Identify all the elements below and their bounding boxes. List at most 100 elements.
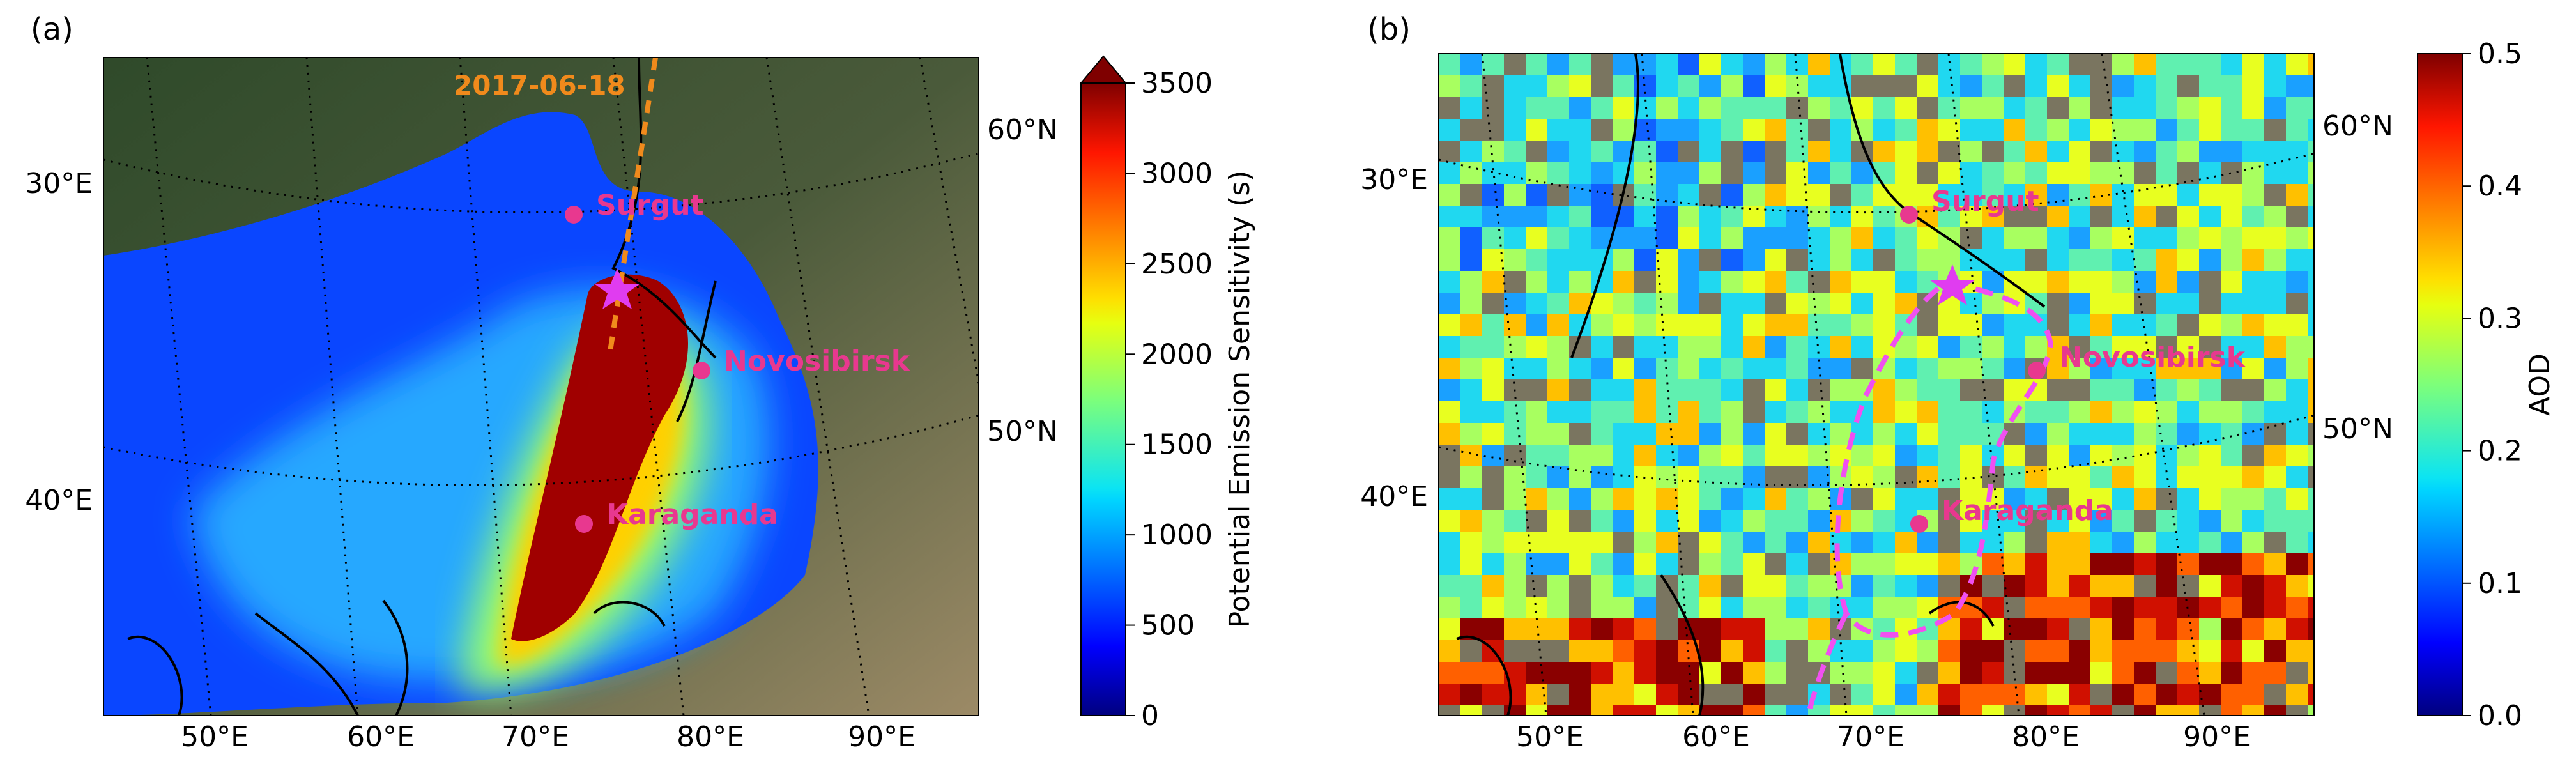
aod-cell (2090, 358, 2112, 379)
aod-cell (1569, 249, 1591, 271)
aod-cell (2264, 401, 2286, 423)
aod-cell (1765, 597, 1786, 618)
aod-cell (1678, 575, 1699, 597)
aod-cell (1439, 401, 1460, 423)
aod-cell (2242, 662, 2264, 684)
aod-cell (2308, 488, 2314, 510)
aod-cell (2069, 162, 2090, 184)
aod-cell (2286, 162, 2308, 184)
aod-cell (2156, 119, 2177, 141)
aod-cell (2134, 336, 2156, 358)
aod-cell (1721, 705, 1743, 716)
aod-cell (2134, 184, 2156, 206)
aod-cell (1613, 423, 1634, 445)
aod-cell (1830, 119, 1851, 141)
aod-cell (1873, 640, 1895, 662)
aod-cell (1569, 119, 1591, 141)
city-label-novosibirsk-b: Novosibirsk (2059, 341, 2246, 374)
aod-cell (2025, 423, 2047, 445)
aod-cell (2286, 184, 2308, 206)
aod-cell (1786, 532, 1808, 553)
trajectory-line (608, 57, 658, 352)
aod-cell (2156, 510, 2177, 532)
aod-cell (2221, 684, 2242, 705)
aod-cell (1960, 162, 1982, 184)
aod-cell (1656, 271, 1678, 293)
aod-cell (1895, 358, 1917, 379)
aod-cell (2134, 597, 2156, 618)
aod-cell (2025, 184, 2047, 206)
aod-cell (1830, 162, 1851, 184)
aod-cell (1699, 358, 1721, 379)
aod-cell (2004, 249, 2025, 271)
aod-cell (1873, 401, 1895, 423)
aod-cell (1482, 532, 1504, 553)
aod-cell (2112, 423, 2134, 445)
aod-cell (1721, 423, 1743, 445)
aod-cell (1569, 75, 1591, 97)
aod-cell (1439, 293, 1460, 314)
aod-cell (1982, 705, 2004, 716)
aod-cell (1504, 227, 1526, 249)
aod-cell (1613, 119, 1634, 141)
aod-cell (1569, 532, 1591, 553)
aod-cell (2069, 141, 2090, 162)
aod-cell (2221, 466, 2242, 488)
aod-cell (1482, 336, 1504, 358)
aod-cell (2156, 640, 2177, 662)
aod-cell (1547, 401, 1569, 423)
aod-cell (1460, 249, 1482, 271)
aod-cell (1830, 510, 1851, 532)
aod-cell (2242, 401, 2264, 423)
colorbar-a: 0 500 1000 1500 2000 2500 3000 3500 Potential E… (1079, 55, 1256, 732)
aod-cell (1786, 705, 1808, 716)
aod-cell (1721, 379, 1743, 401)
aod-cell (1895, 227, 1917, 249)
aod-cell (1873, 336, 1895, 358)
lon-label-70-b: 70°E (1837, 721, 1905, 753)
aod-cell (2004, 575, 2025, 597)
aod-cell (1895, 162, 1917, 184)
aod-cell (1547, 597, 1569, 618)
lon-label-60: 60°E (347, 721, 415, 753)
aod-cell (2069, 445, 2090, 466)
aod-cell (1765, 640, 1786, 662)
aod-cell (2221, 141, 2242, 162)
aod-cell (1960, 141, 1982, 162)
aod-cell (1569, 54, 1591, 75)
aod-cell (1656, 249, 1678, 271)
aod-cell (2134, 401, 2156, 423)
aod-cell (1895, 423, 1917, 445)
aod-cell (2112, 488, 2134, 510)
aod-cell (2308, 293, 2314, 314)
aod-cell (2156, 54, 2177, 75)
aod-cell (1873, 466, 1895, 488)
aod-cell (2134, 249, 2156, 271)
aod-cell (2112, 662, 2134, 684)
panel-b-map (1439, 54, 2314, 716)
aod-cell (1504, 488, 1526, 510)
aod-cell (1613, 75, 1634, 97)
aod-cell (1917, 445, 1938, 466)
aod-cell (2242, 705, 2264, 716)
aod-cell (1851, 575, 1873, 597)
aod-cell (2199, 54, 2221, 75)
aod-cell (1656, 293, 1678, 314)
aod-cell (2069, 510, 2090, 532)
aod-cell (1982, 249, 2004, 271)
aod-cell (2134, 553, 2156, 575)
aod-cell (2090, 401, 2112, 423)
aod-cell (1721, 618, 1743, 640)
aod-cell (1591, 336, 1613, 358)
aod-cell (1765, 705, 1786, 716)
aod-cell (2025, 401, 2047, 423)
aod-cell (1765, 184, 1786, 206)
aod-cell (1786, 271, 1808, 293)
aod-cell (1960, 510, 1982, 532)
aod-cell (1526, 227, 1547, 249)
aod-cell (1960, 314, 1982, 336)
aod-cell (2047, 662, 2069, 684)
aod-cell (2156, 271, 2177, 293)
aod-cell (1982, 75, 2004, 97)
aod-cell (1830, 401, 1851, 423)
